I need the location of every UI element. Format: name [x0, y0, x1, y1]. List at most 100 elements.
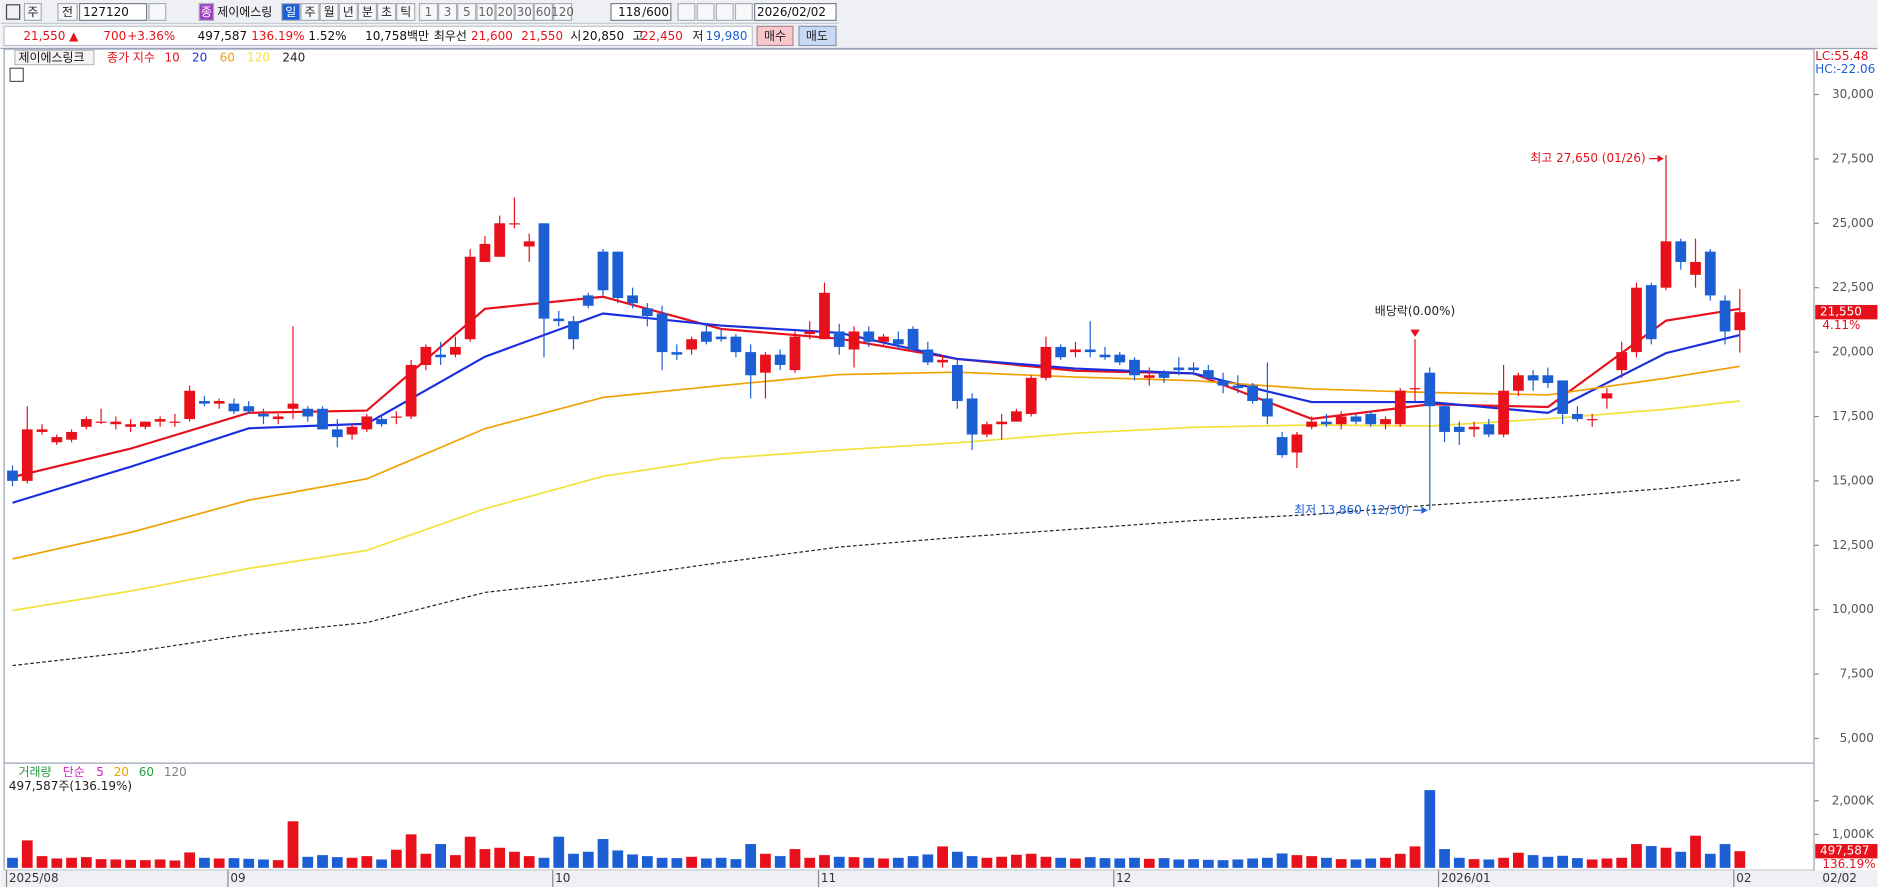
- tool-icon[interactable]: [715, 2, 734, 21]
- candle-body: [833, 331, 845, 347]
- volume-bar: [951, 851, 963, 868]
- legend-name-box: [14, 49, 95, 66]
- volume-bar: [1350, 859, 1362, 868]
- candle-body: [464, 256, 476, 340]
- code-input[interactable]: [78, 2, 148, 21]
- market-select-box[interactable]: [23, 2, 42, 21]
- candle-body: [169, 421, 181, 423]
- annotation-arrowhead: [1410, 329, 1420, 337]
- interval-button-box[interactable]: [418, 2, 439, 21]
- volume-bar: [1217, 860, 1229, 868]
- volume-bar: [1084, 857, 1096, 868]
- candle-body: [568, 321, 579, 340]
- count-total: /600: [642, 5, 669, 19]
- tool-icon[interactable]: [677, 2, 696, 21]
- interval-button-box[interactable]: [495, 2, 515, 21]
- candle-body: [317, 408, 328, 430]
- volume-bar: [641, 856, 653, 868]
- name-badge-box[interactable]: [198, 2, 215, 21]
- volume-bar: [464, 836, 476, 868]
- volume-bar: [1483, 859, 1495, 868]
- candle-body: [715, 336, 727, 340]
- interval-button: 3: [444, 5, 452, 19]
- volume-bar: [1675, 851, 1687, 868]
- buy-button[interactable]: [756, 25, 794, 47]
- interval-button-box[interactable]: [457, 2, 477, 21]
- candle-body: [228, 403, 240, 412]
- date-text: 2026/02/02: [757, 5, 826, 19]
- candle-body: [1453, 426, 1465, 432]
- volume-bar: [671, 858, 683, 868]
- period-button-box[interactable]: [281, 2, 301, 21]
- volume-y-tick-label: 2,000K: [1832, 793, 1875, 807]
- candle-body: [922, 349, 934, 363]
- sell-button[interactable]: [798, 25, 837, 47]
- period-button-box[interactable]: [338, 2, 358, 21]
- prev-button-box[interactable]: [57, 2, 78, 21]
- candle-body: [612, 251, 624, 299]
- last-change-label: 4.11%: [1822, 318, 1860, 332]
- plot-frame: [3, 48, 1815, 871]
- volume-bar: [1247, 858, 1259, 868]
- candle-body: [523, 241, 535, 247]
- volume-bar: [361, 856, 373, 868]
- interval-button-box[interactable]: [552, 2, 573, 21]
- candle-body: [951, 364, 963, 402]
- candle-body: [804, 331, 816, 335]
- volume-bar: [996, 856, 1008, 868]
- volume-bar: [184, 852, 196, 868]
- date-input[interactable]: [754, 2, 837, 21]
- candle-body: [966, 398, 978, 435]
- volume-bar: [1188, 859, 1199, 868]
- legend-ma-period: 120: [247, 51, 270, 65]
- volume-bar: [125, 859, 136, 868]
- candle-body: [1188, 367, 1199, 371]
- volume-ma-label: 단순: [63, 765, 85, 779]
- period-button-box[interactable]: [376, 2, 397, 21]
- period-button-box[interactable]: [319, 2, 339, 21]
- volume-bar: [199, 857, 210, 868]
- volume-bar: [450, 855, 461, 868]
- candle-body: [907, 328, 919, 350]
- settings-icon[interactable]: [9, 67, 24, 82]
- y-tick-label: 22,500: [1832, 280, 1874, 294]
- candle-body: [1380, 419, 1391, 425]
- interval-button: 120: [551, 5, 574, 19]
- candle-body: [553, 318, 565, 322]
- volume-bar: [51, 858, 63, 868]
- tool-icon[interactable]: [696, 2, 715, 21]
- candle-body: [435, 354, 447, 358]
- y-tick-label: 10,000: [1832, 602, 1874, 616]
- volume-bar: [36, 856, 48, 868]
- annotation-arrowhead: [1657, 155, 1664, 163]
- volume-bar: [597, 839, 609, 868]
- candle-body: [700, 331, 712, 342]
- candle-body: [789, 336, 801, 371]
- search-icon[interactable]: [148, 2, 167, 21]
- tool-icon[interactable]: [734, 2, 753, 21]
- count-input[interactable]: [610, 2, 672, 21]
- volume-bar: [420, 853, 432, 868]
- candle-body: [538, 223, 550, 319]
- period-button-box[interactable]: [396, 2, 416, 21]
- period-button-box[interactable]: [357, 2, 377, 21]
- volume-bar: [523, 856, 535, 868]
- interval-button-box[interactable]: [438, 2, 458, 21]
- candle-body: [1675, 241, 1687, 262]
- volume-bar: [376, 859, 387, 868]
- buy-label: 매수: [764, 29, 786, 43]
- volume-bar: [774, 856, 786, 868]
- interval-button-box[interactable]: [476, 2, 496, 21]
- interval-button-box[interactable]: [533, 2, 553, 21]
- volume-bar: [1276, 853, 1288, 868]
- volume-bar: [1291, 855, 1303, 868]
- period-button-box[interactable]: [300, 2, 320, 21]
- candle-body: [1734, 312, 1746, 331]
- candle-body: [892, 339, 904, 345]
- candle-body: [1306, 421, 1318, 427]
- interval-button-box[interactable]: [514, 2, 534, 21]
- candle-body: [51, 437, 63, 443]
- window-icon[interactable]: [5, 4, 21, 20]
- last-date-label: 02/02: [1822, 871, 1857, 885]
- y-tick-label: 7,500: [1840, 667, 1874, 681]
